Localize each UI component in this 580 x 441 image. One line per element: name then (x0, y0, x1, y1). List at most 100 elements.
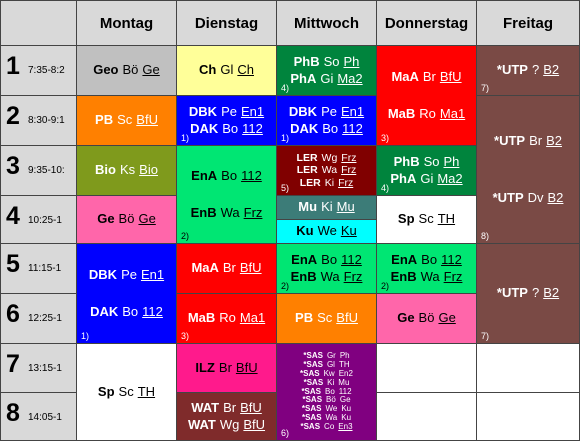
lesson-line: *UTP? B2 (495, 285, 561, 301)
lesson-line: *SAS Bö Ge (300, 396, 352, 405)
subject-code: LER (299, 176, 321, 189)
lesson-cell[interactable]: LER Wg Frz LER Wa Frz LER Ki Frz 5) (276, 145, 377, 196)
empty-cell[interactable] (376, 392, 477, 441)
lesson-line: EnB Wa Frz (389, 269, 465, 285)
lesson-line: MaA Br BfU (189, 260, 263, 276)
period-row-header: 7 13:15-1 (0, 343, 77, 393)
footnote-marker: 1) (181, 133, 190, 143)
lesson-cell[interactable]: Sp Sc TH (76, 343, 177, 441)
lesson-cell[interactable]: EnA Bo 112 EnB Wa Frz 2) (276, 243, 377, 294)
lesson-cell[interactable]: Geo Bö Ge (76, 45, 177, 96)
lesson-cell[interactable]: PB Sc BfU (76, 95, 177, 146)
subject-code: Ku (296, 223, 314, 239)
period-row-header: 3 9:35-10: (0, 145, 77, 196)
room-code: BfU (439, 69, 462, 85)
teacher-code: Br (529, 133, 543, 149)
subject-code: WAT (191, 400, 220, 416)
lesson-cell[interactable]: EnA Bo 112 EnB Wa Frz 2) (376, 243, 477, 294)
period-row-header: 4 10:25-1 (0, 195, 77, 244)
subject-code: Bio (95, 162, 116, 178)
lesson-line: *SAS We Ku (300, 404, 353, 414)
footnote-marker: 7) (481, 331, 490, 341)
lesson-cell[interactable]: MaA Br BfU (176, 243, 277, 294)
lesson-cell[interactable]: Mu Ki Mu (276, 195, 377, 220)
subject-code: EnA (191, 168, 218, 184)
subject-code: *SAS (303, 360, 323, 370)
teacher-code: Bo (322, 120, 339, 136)
subject-code: Ge (97, 211, 115, 227)
lesson-cell[interactable]: *UTP Br B2 *UTP Dv B2 8) (476, 95, 580, 244)
lesson-cell[interactable]: PhB So Ph PhA Gi Ma2 4) (276, 45, 377, 96)
teacher-code: Wa (325, 412, 338, 422)
lesson-cell[interactable]: Ge Bö Ge (376, 293, 477, 344)
lesson-line: DBK Pe En1 (187, 104, 266, 120)
lesson-cell[interactable]: MaA Br BfU MaB Ro Ma1 3) (376, 45, 477, 146)
teacher-code: So (323, 54, 340, 70)
teacher-code: Ki (324, 176, 335, 189)
period-number: 8 (6, 399, 20, 427)
footnote-marker: 4) (381, 183, 390, 193)
lesson-cell[interactable]: EnA Bo 112 EnB Wa Frz 2) (176, 145, 277, 244)
teacher-code: ? (531, 62, 540, 78)
subject-code: DBK (288, 104, 318, 120)
room-code: Ma2 (337, 70, 363, 86)
room-code: 112 (241, 168, 262, 184)
subject-code: EnA (391, 252, 418, 268)
lesson-line: MaB Ro Ma1 (386, 106, 467, 122)
subject-code: MaA (391, 69, 419, 85)
lesson-line: *SAS Ki Mu (302, 377, 352, 388)
subject-code: *UTP (492, 189, 524, 205)
period-number: 1 (6, 52, 20, 80)
subject-code: ILZ (195, 359, 215, 375)
day-header-montag: Montag (76, 0, 177, 46)
lesson-cell[interactable]: WAT Br BfU WAT Wg BfU (176, 392, 277, 441)
subject-code: PhB (393, 154, 420, 170)
room-code: En1 (340, 104, 365, 120)
subject-code: *UTP (494, 133, 526, 149)
teacher-code: Mu (338, 377, 350, 387)
lesson-cell[interactable]: DBK Pe En1 DAK Bo 112 1) (76, 243, 177, 344)
teacher-code: We (325, 404, 338, 414)
period-row-header: 6 12:25-1 (0, 293, 77, 344)
room-code: 112 (441, 252, 462, 268)
lesson-cell[interactable]: Ch Gl Ch (176, 45, 277, 96)
period-time: 12:25-1 (28, 313, 62, 324)
footnote-marker: 6) (281, 428, 290, 438)
lesson-cell[interactable]: Sp Sc TH (376, 195, 477, 244)
lesson-cell[interactable]: PB Sc BfU (276, 293, 377, 344)
teacher-code: Bo (222, 120, 239, 136)
teacher-code: Gi (420, 170, 434, 186)
lesson-cell[interactable]: Ge Bö Ge (76, 195, 177, 244)
teacher-code: Ge (339, 395, 351, 405)
period-row-header: 8 14:05-1 (0, 392, 77, 441)
empty-cell[interactable] (476, 392, 580, 441)
teacher-code: En2 (338, 369, 353, 378)
lesson-cell[interactable]: PhB So Ph PhA Gi Ma2 4) (376, 145, 477, 196)
lesson-cell[interactable]: DBK Pe En1 DAK Bo 112 1) (276, 95, 377, 146)
corner-cell (0, 0, 77, 46)
lesson-line: Ge Bö Ge (395, 310, 458, 326)
lesson-cell[interactable]: *UTP? B2 7) (476, 45, 580, 96)
teacher-code: Gl (220, 62, 234, 78)
subject-code: *UTP (496, 62, 528, 78)
period-row-header: 5 11:15-1 (0, 243, 77, 294)
lesson-cell[interactable]: MaB Ro Ma1 3) (176, 293, 277, 344)
room-code: TH (437, 211, 456, 227)
subject-code: DAK (90, 303, 119, 319)
teacher-code: Co (324, 421, 335, 431)
lesson-cell[interactable]: Ku We Ku (276, 219, 377, 244)
subject-code: PhA (290, 70, 317, 86)
lesson-line: Ge Bö Ge (95, 211, 158, 227)
lesson-cell[interactable]: *SAS Gr Ph *SAS Gl TH *SAS Kw En2 *SAS Ki Mu *SAS Bo 1… (276, 343, 377, 441)
period-row-header: 1 7:35-8:2 (0, 45, 77, 96)
period-time: 14:05-1 (28, 412, 62, 423)
lesson-cell[interactable]: DBK Pe En1 DAK Bo 112 1) (176, 95, 277, 146)
empty-cell[interactable] (376, 343, 477, 393)
subject-code: *SAS (301, 404, 322, 414)
empty-cell[interactable] (476, 343, 580, 393)
lesson-cell[interactable]: *UTP? B2 7) (476, 243, 580, 344)
teacher-code: Bö (122, 62, 139, 78)
lesson-cell[interactable]: ILZ Br BfU (176, 343, 277, 393)
lesson-cell[interactable]: Bio Ks Bio (76, 145, 177, 196)
